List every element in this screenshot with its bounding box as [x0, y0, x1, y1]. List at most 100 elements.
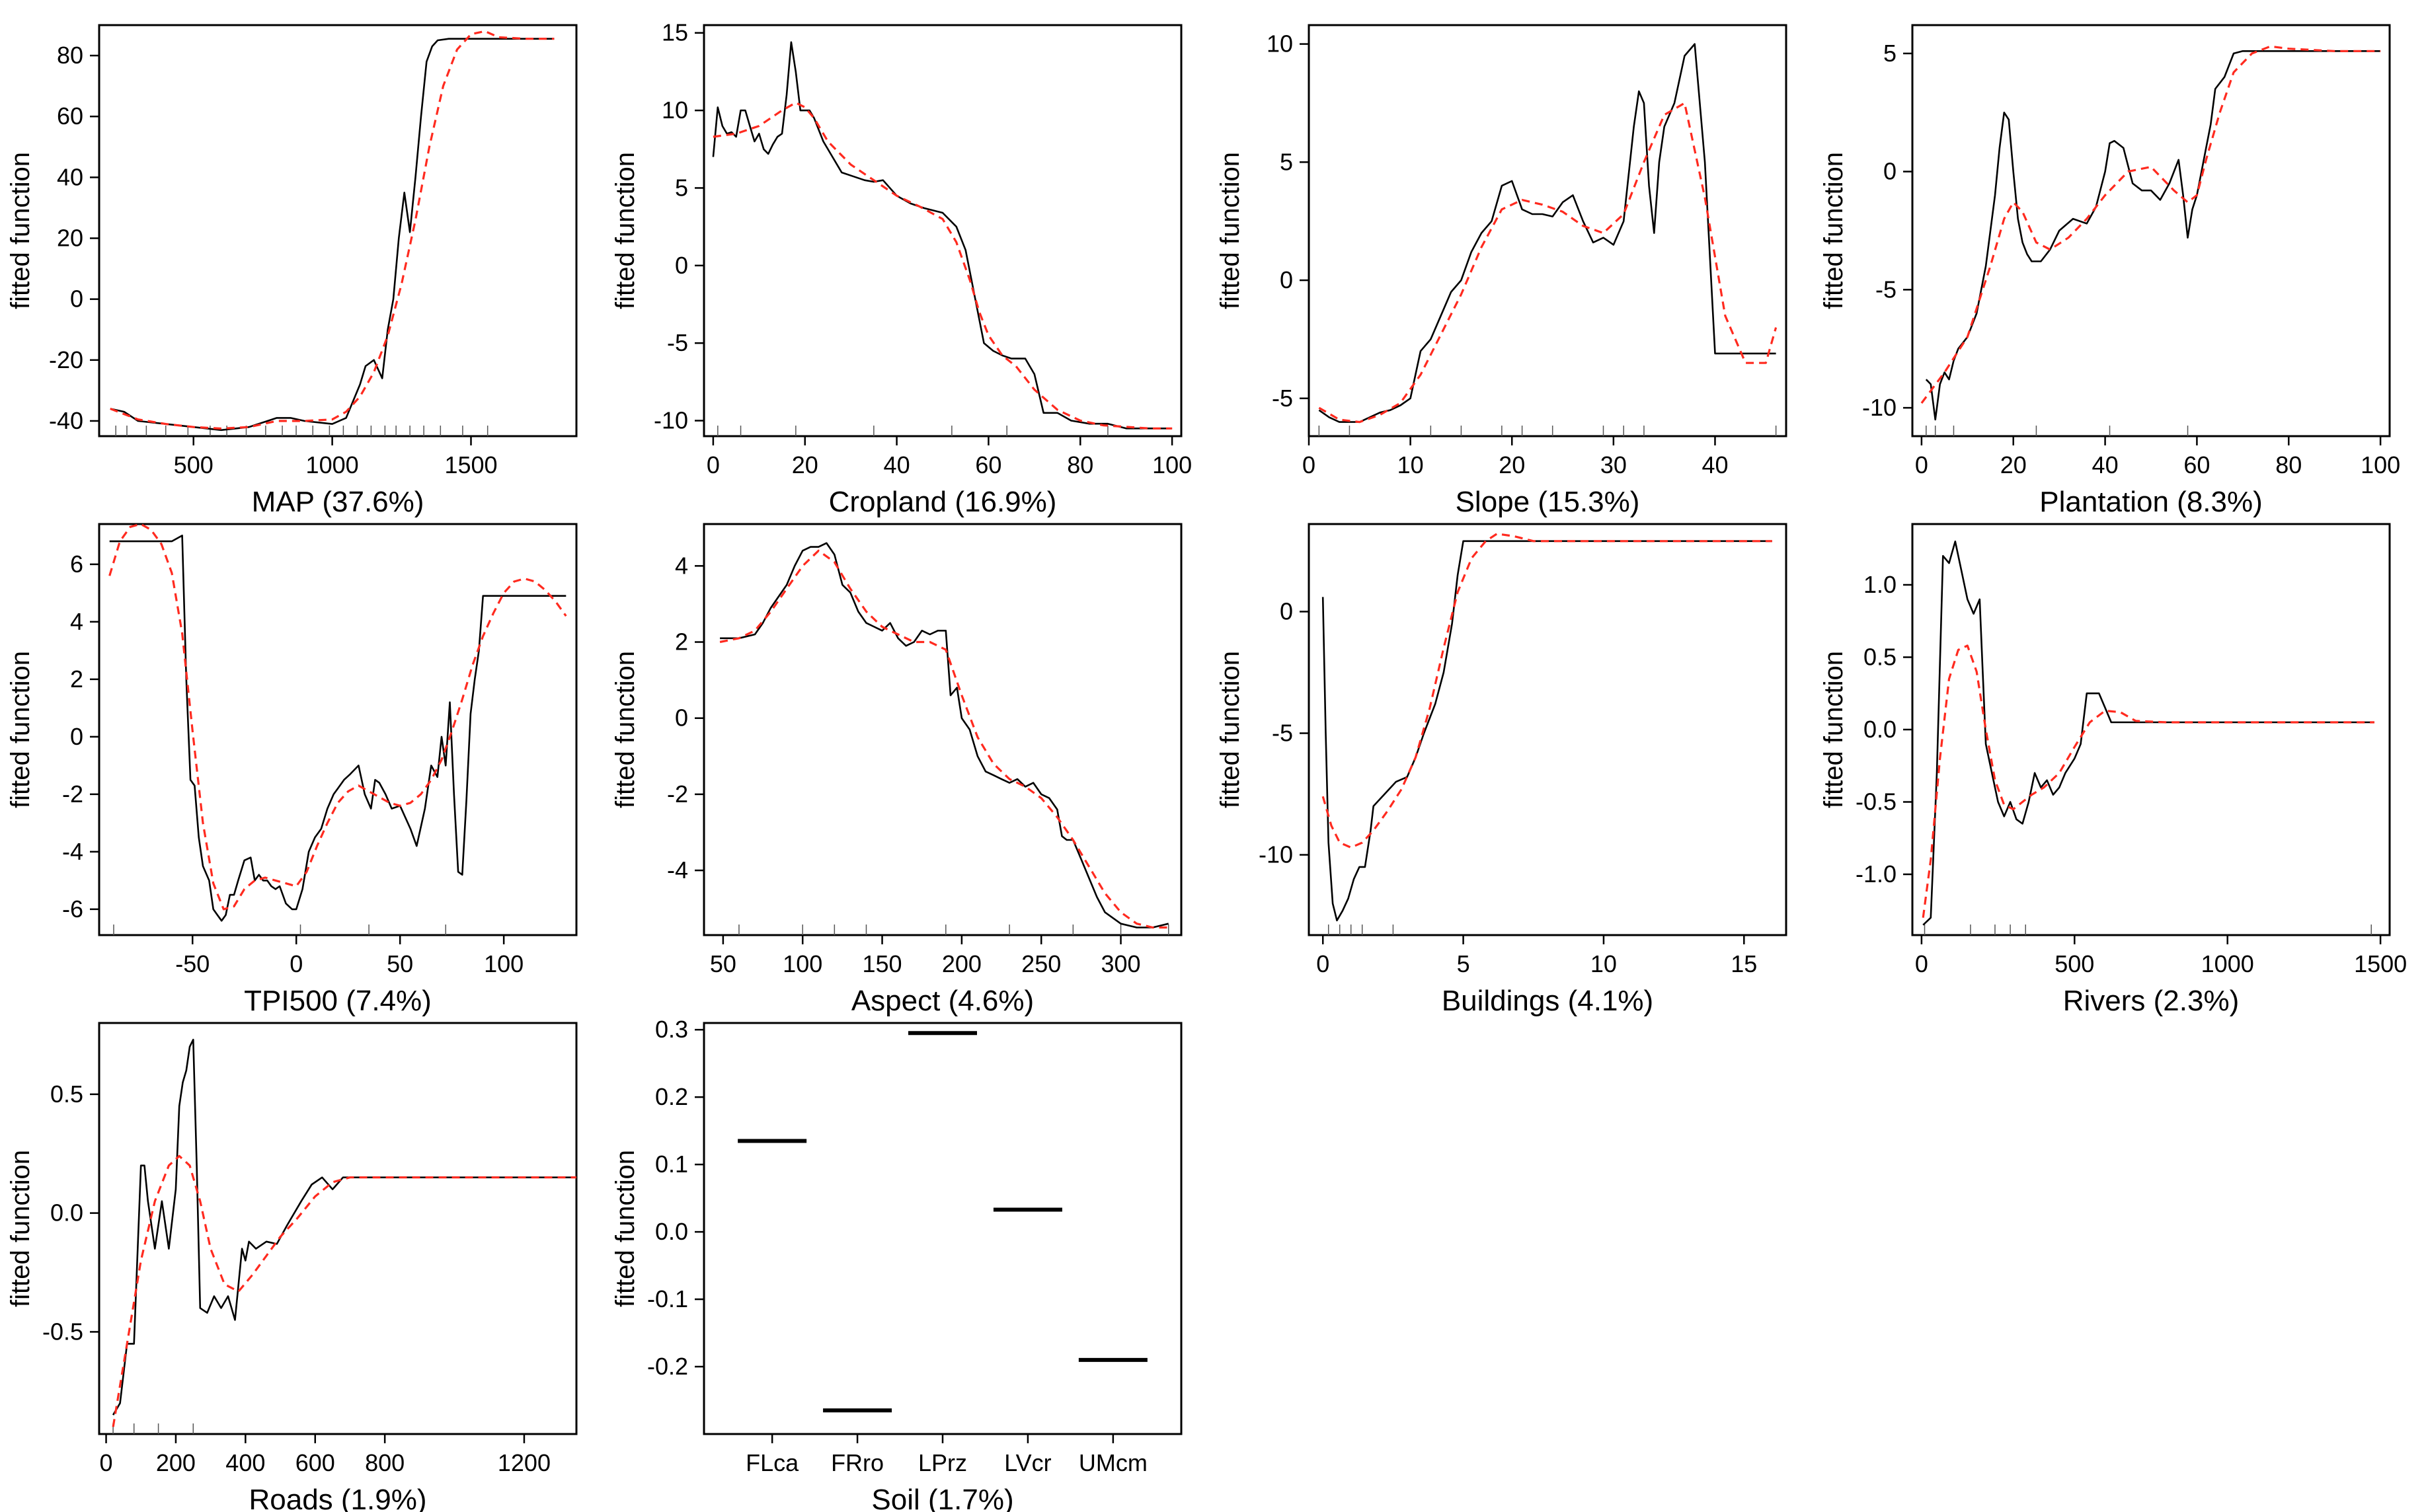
x-axis-label: Soil (1.7%)	[871, 1484, 1013, 1512]
x-tick-label: 20	[1499, 451, 1525, 478]
x-tick-label: FLca	[746, 1449, 799, 1476]
panel-slope: 0 10 20 30 40 -5 0 5 10 Slope (15.3%) fitted funct…	[1216, 24, 1787, 518]
smoothed-fit-line	[112, 1154, 576, 1427]
fitted-function-line	[1318, 43, 1776, 423]
smoothed-fit-line	[1920, 45, 2381, 404]
y-tick-label: -2	[62, 780, 83, 808]
y-tick-label: 0.1	[655, 1151, 688, 1178]
plot-frame	[1308, 523, 1787, 936]
smoothed-fit-line	[1318, 102, 1778, 424]
y-tick-label: -40	[49, 407, 83, 434]
y-tick-label: -0.1	[647, 1285, 688, 1312]
smoothed-fit-line	[110, 30, 555, 430]
y-tick-label: 80	[57, 42, 83, 69]
x-tick-label: 80	[1067, 451, 1093, 478]
smoothed-fit-line	[1321, 533, 1772, 849]
x-tick-label: 20	[2000, 451, 2027, 478]
smoothed-fit-line	[108, 523, 567, 911]
y-tick-label: 0.2	[655, 1083, 688, 1110]
plot-frame	[1308, 24, 1787, 437]
x-tick-label: 500	[174, 451, 214, 478]
x-tick-label: 0	[1316, 950, 1329, 977]
y-axis-label: fitted function	[611, 152, 640, 309]
y-tick-label: 4	[70, 608, 83, 635]
x-tick-label: 1200	[498, 1449, 551, 1476]
x-tick-label: 10	[1590, 950, 1617, 977]
x-tick-label: 1500	[444, 451, 497, 478]
x-tick-label: 20	[792, 451, 818, 478]
y-tick-label: -10	[1259, 841, 1293, 868]
y-axis-label: fitted function	[611, 651, 640, 808]
x-axis-label: Roads (1.9%)	[249, 1484, 426, 1512]
y-tick-label: 40	[57, 163, 83, 190]
y-tick-label: 10	[662, 96, 688, 124]
y-tick-label: -5	[667, 329, 688, 356]
x-axis-label: Rivers (2.3%)	[2063, 985, 2240, 1017]
y-tick-label: 20	[57, 225, 83, 252]
x-axis-label: Buildings (4.1%)	[1442, 985, 1653, 1017]
x-tick-label: 10	[1397, 451, 1424, 478]
panel-map: 500 1000 1500 -40 -20 0 20 40 60 80 MAP (37.6%) fit…	[6, 24, 578, 518]
x-tick-label: 0	[1915, 451, 1928, 478]
fitted-function-line	[1922, 540, 2374, 926]
x-axis-label: Cropland (16.9%)	[829, 486, 1057, 518]
y-tick-label: -0.2	[647, 1353, 688, 1380]
x-tick-label: 0	[1302, 451, 1315, 478]
y-tick-label: 4	[675, 552, 688, 579]
x-axis-label: TPI500 (7.4%)	[244, 985, 432, 1017]
plot-frame	[703, 523, 1183, 936]
x-tick-label: FRro	[831, 1449, 884, 1476]
x-tick-label: 100	[1152, 451, 1192, 478]
y-tick-label: -10	[1862, 394, 1897, 421]
y-tick-label: 0	[675, 252, 688, 279]
y-tick-label: -1.0	[1856, 860, 1897, 888]
y-tick-label: -6	[62, 895, 83, 923]
x-tick-label: 0	[707, 451, 720, 478]
y-tick-label: 15	[662, 19, 688, 46]
y-tick-label: 0	[1883, 158, 1897, 185]
y-axis-label: fitted function	[1819, 651, 1848, 808]
x-tick-label: 150	[863, 950, 902, 977]
x-tick-label: 40	[1702, 451, 1728, 478]
x-tick-label: 100	[783, 950, 822, 977]
fitted-function-line	[112, 1038, 576, 1416]
fitted-function-line	[109, 535, 567, 922]
y-tick-label: 0	[70, 285, 83, 313]
fitted-function-line	[110, 38, 555, 432]
panel-plantation: 0 20 40 60 80 100 -10 -5 0 5 Plantation (8.3%) fitt…	[1819, 24, 2400, 518]
y-tick-label: -4	[667, 856, 688, 884]
fitted-function-line	[1321, 540, 1772, 922]
y-tick-label: 1.0	[1863, 571, 1897, 598]
x-tick-label: 80	[2275, 451, 2302, 478]
x-tick-label: 60	[975, 451, 1001, 478]
y-tick-label: -5	[1272, 720, 1293, 747]
x-tick-label: 50	[387, 950, 413, 977]
x-tick-label: 200	[156, 1449, 196, 1476]
y-tick-label: 6	[70, 550, 83, 578]
y-tick-label: 60	[57, 102, 83, 130]
x-tick-label: 600	[295, 1449, 335, 1476]
y-tick-label: 5	[1280, 148, 1293, 175]
panel-roads: 0 200 400 600 800 1200 -0.5 0.0 0.5 Roads (1.9%) f…	[6, 1022, 578, 1512]
y-axis-label: fitted function	[1819, 152, 1848, 309]
x-axis-label: Aspect (4.6%)	[851, 985, 1034, 1017]
x-tick-label: 1500	[2354, 950, 2407, 977]
y-tick-label: 10	[1267, 30, 1293, 57]
y-tick-label: 0.3	[655, 1016, 688, 1043]
panel-rivers: 0 500 1000 1500 -1.0 -0.5 0.0 0.5 1.0 Rivers (2.3…	[1819, 523, 2407, 1017]
panel-soil: FLca FRro LPrz LVcr UMcm -0.2 -0.1 0.0 0.1 0.2 0.3…	[611, 1016, 1183, 1512]
y-axis-label: fitted function	[6, 1150, 35, 1307]
x-tick-label: 15	[1731, 950, 1757, 977]
plot-frame	[98, 24, 578, 437]
y-tick-label: -10	[654, 407, 688, 434]
y-tick-label: 0.5	[1863, 643, 1897, 670]
y-tick-label: -5	[1875, 276, 1897, 303]
x-tick-label: 200	[942, 950, 982, 977]
y-axis-label: fitted function	[611, 1150, 640, 1307]
y-tick-label: 5	[675, 174, 688, 201]
x-tick-label: 0	[1915, 950, 1928, 977]
x-tick-label: 500	[2054, 950, 2094, 977]
y-tick-label: 0	[70, 723, 83, 750]
plot-frame	[1911, 523, 2391, 936]
